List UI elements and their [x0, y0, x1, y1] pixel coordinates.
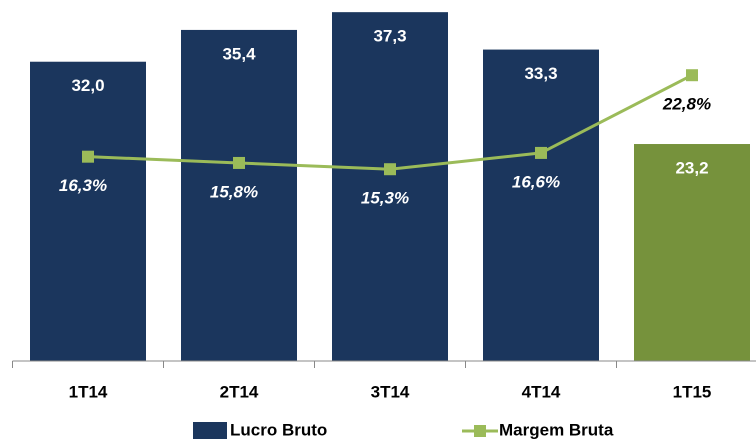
legend-swatch: [193, 422, 227, 439]
line-value-label: 15,8%: [210, 182, 258, 201]
legend-label: Lucro Bruto: [230, 420, 327, 439]
line-marker: [535, 146, 547, 159]
bar: [332, 12, 448, 362]
x-tick-label: 3T14: [371, 382, 410, 401]
line-value-label: 22,8%: [662, 95, 711, 114]
bar: [30, 61, 146, 361]
bar: [634, 144, 750, 361]
bar: [483, 49, 599, 362]
legend-swatch: [474, 425, 486, 437]
bar-value-label: 33,3: [524, 64, 557, 83]
line-value-label: 16,3%: [59, 176, 107, 195]
x-tick-label: 4T14: [522, 382, 561, 401]
line-marker: [384, 163, 396, 176]
bar-value-label: 23,2: [675, 159, 708, 178]
line-marker: [233, 156, 245, 169]
bar-value-label: 37,3: [373, 27, 406, 46]
x-tick-label: 2T14: [220, 382, 259, 401]
line-value-label: 15,3%: [361, 189, 409, 208]
x-tick-label: 1T14: [69, 382, 108, 401]
legend-label: Margem Bruta: [499, 420, 614, 439]
bar: [181, 29, 297, 362]
bar-value-label: 35,4: [222, 44, 256, 63]
line-marker: [686, 69, 698, 82]
x-tick-label: 1T15: [673, 382, 712, 401]
line-marker: [82, 150, 94, 163]
bar-value-label: 32,0: [71, 76, 104, 95]
line-value-label: 16,6%: [512, 172, 560, 191]
